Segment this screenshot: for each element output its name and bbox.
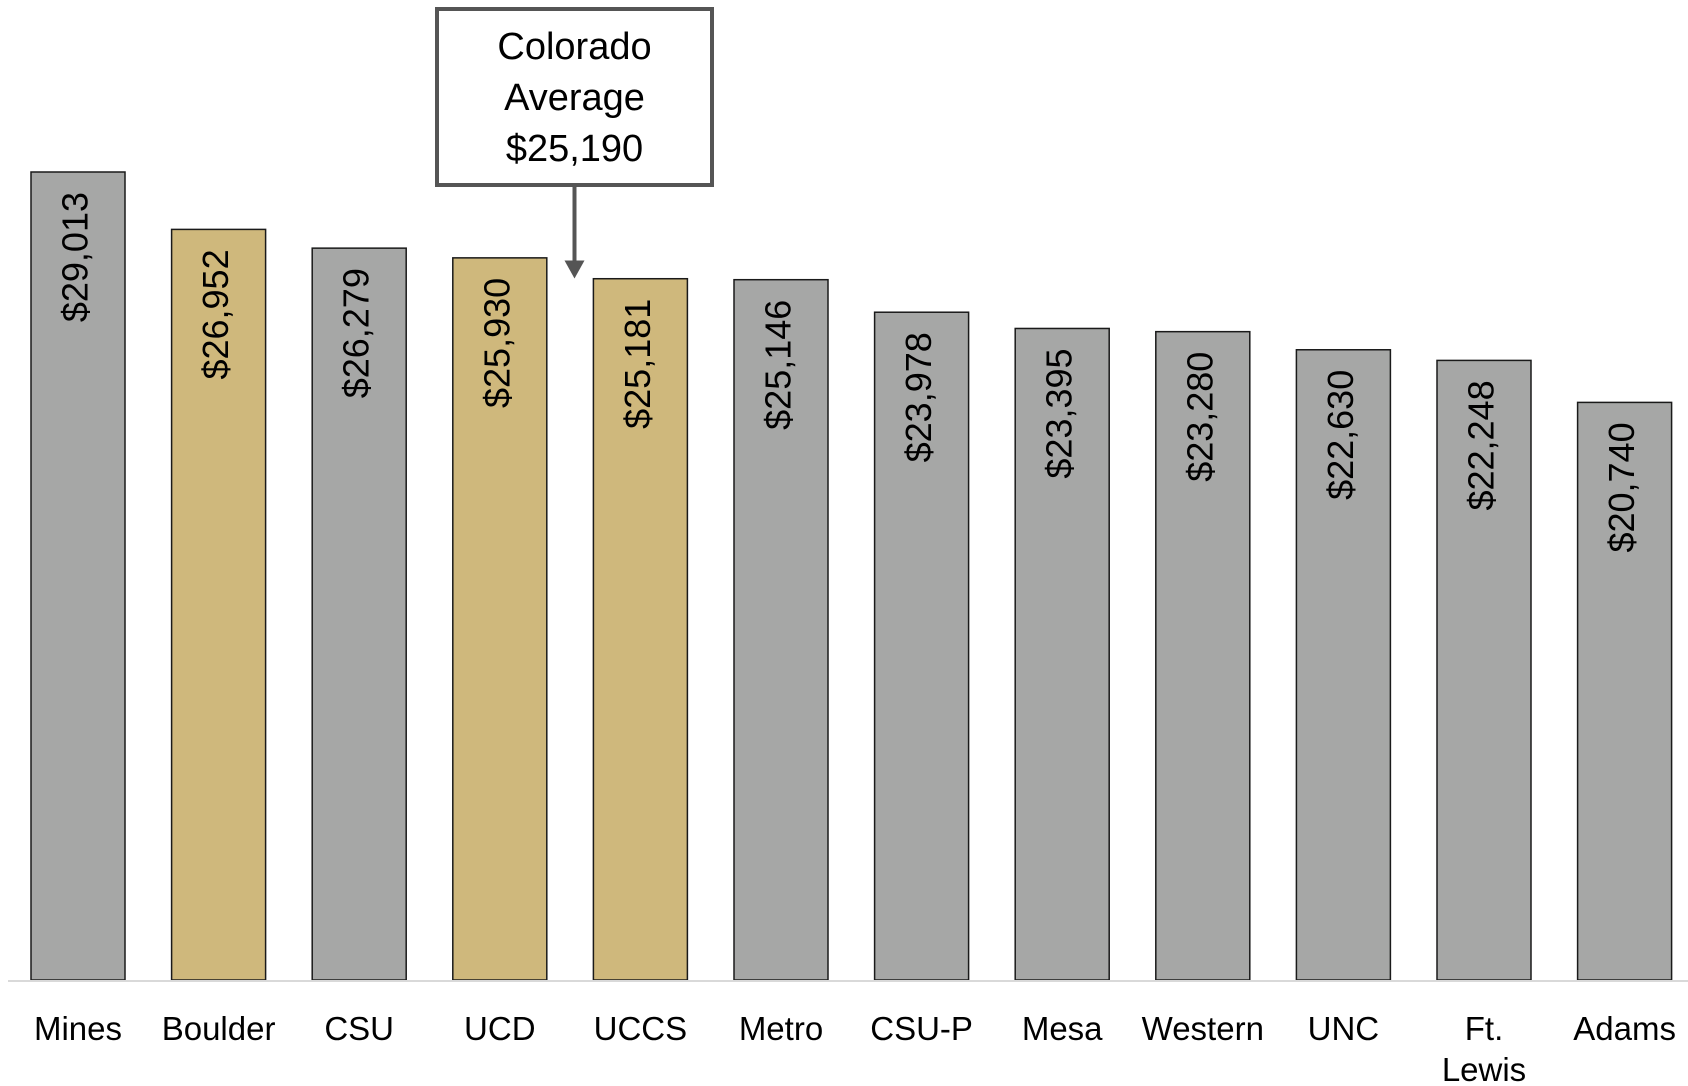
bar-adams bbox=[1576, 401, 1673, 981]
bar-metro bbox=[733, 278, 829, 981]
category-label: CSU bbox=[324, 1010, 394, 1047]
bar-value-label: $26,952 bbox=[195, 249, 236, 379]
callout-line-2: Average bbox=[504, 77, 645, 119]
bar-ft-lewis bbox=[1436, 359, 1532, 981]
callout-arrow-head bbox=[564, 260, 585, 279]
bar-value-label: $25,930 bbox=[476, 278, 517, 408]
category-labels-group: Mines Boulder CSU UCD UCCS Metro CSU-P Mesa West… bbox=[34, 1010, 1676, 1086]
callout-line-1: Colorado bbox=[497, 26, 651, 68]
bar-value-label: $25,146 bbox=[758, 300, 799, 430]
category-label: Adams bbox=[1573, 1010, 1676, 1047]
bar-value-label: $22,630 bbox=[1320, 370, 1361, 500]
bar-value-label: $26,279 bbox=[336, 268, 377, 398]
bar-csu bbox=[311, 247, 407, 981]
bar-mesa bbox=[1014, 327, 1110, 981]
category-label: UNC bbox=[1308, 1010, 1380, 1047]
average-callout: Colorado Average $25,190 bbox=[435, 7, 714, 279]
bar-boulder bbox=[170, 228, 267, 981]
category-label: Mines bbox=[34, 1010, 122, 1047]
callout-box bbox=[435, 7, 714, 187]
category-label: Metro bbox=[739, 1010, 823, 1047]
bar-value-label: $23,395 bbox=[1039, 348, 1080, 478]
bars-group bbox=[30, 171, 1673, 981]
category-label: Western bbox=[1142, 1010, 1264, 1047]
bar-value-label: $29,013 bbox=[55, 192, 96, 322]
bar-unc bbox=[1295, 349, 1392, 981]
category-label: CSU-P bbox=[870, 1010, 973, 1047]
category-label: Boulder bbox=[162, 1010, 276, 1047]
bar-value-label: $23,978 bbox=[898, 332, 939, 462]
callout-line-3: $25,190 bbox=[506, 128, 643, 170]
bar-value-label: $25,181 bbox=[617, 299, 658, 429]
category-label: Ft. Lewis bbox=[1442, 1010, 1526, 1086]
category-label: UCCS bbox=[594, 1010, 688, 1047]
category-label: UCD bbox=[464, 1010, 536, 1047]
bar-ucd bbox=[452, 257, 548, 981]
category-label: Mesa bbox=[1022, 1010, 1103, 1047]
value-labels-group: $29,013 $26,952 $26,279 $25,930 $25,181 $25,1… bbox=[55, 192, 1643, 553]
bar-mines bbox=[30, 171, 126, 981]
bar-value-label: $20,740 bbox=[1601, 422, 1642, 552]
bar-uccs bbox=[592, 277, 689, 981]
bar-value-label: $22,248 bbox=[1461, 380, 1502, 510]
bar-value-label: $23,280 bbox=[1179, 352, 1220, 482]
